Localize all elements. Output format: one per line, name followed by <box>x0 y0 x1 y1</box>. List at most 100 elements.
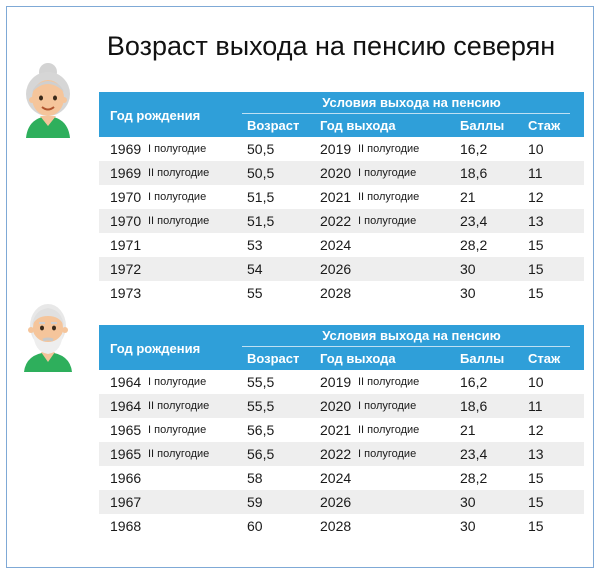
cell-age: 60 <box>247 518 263 534</box>
cell-year: 1971 <box>110 237 142 253</box>
table-row: 1970 II полугодие 51,5 2022 I полугодие 23,4 1… <box>99 209 584 233</box>
cell-exit-half: II полугодие <box>358 424 420 436</box>
men-retirement-table: Год рождения Условия выхода на пенсию Во… <box>99 325 584 538</box>
cell-stazh: 12 <box>528 422 544 438</box>
cell-half: I полугодие <box>148 376 207 388</box>
table-row: 1965 II полугодие 56,5 2022 I полугодие 23,4 1… <box>99 442 584 466</box>
cell-age: 50,5 <box>247 141 275 157</box>
cell-exit-year: 2024 <box>320 470 352 486</box>
cell-year: 1972 <box>110 261 142 277</box>
cell-half: I полугодие <box>148 191 207 203</box>
cell-exit-half: II полугодие <box>358 143 420 155</box>
table-row: 1965 I полугодие 56,5 2021 II полугодие 21 12 <box>99 418 584 442</box>
cell-exit-year: 2021 <box>320 422 352 438</box>
header-divider <box>242 113 570 114</box>
cell-exit-year: 2020 <box>320 165 352 181</box>
cell-age: 59 <box>247 494 263 510</box>
header-birth-year: Год рождения <box>110 108 201 123</box>
cell-stazh: 11 <box>528 165 543 181</box>
cell-exit-half: I полугодие <box>358 448 417 460</box>
cell-exit-half: I полугодие <box>358 400 417 412</box>
cell-stazh: 15 <box>528 470 544 486</box>
table-header: Год рождения Условия выхода на пенсию Во… <box>99 325 584 370</box>
header-conditions: Условия выхода на пенсию <box>322 95 501 110</box>
table-row: 1968 60 2028 30 15 <box>99 514 584 538</box>
cell-exit-year: 2024 <box>320 237 352 253</box>
cell-exit-year: 2019 <box>320 374 352 390</box>
cell-points: 23,4 <box>460 213 488 229</box>
cell-exit-year: 2020 <box>320 398 352 414</box>
cell-age: 53 <box>247 237 263 253</box>
cell-age: 56,5 <box>247 422 275 438</box>
cell-stazh: 10 <box>528 374 544 390</box>
cell-exit-year: 2021 <box>320 189 352 205</box>
header-points: Баллы <box>460 351 505 366</box>
cell-year: 1969 <box>110 165 142 181</box>
cell-age: 56,5 <box>247 446 275 462</box>
cell-stazh: 12 <box>528 189 544 205</box>
table-body: 1964 I полугодие 55,5 2019 II полугодие 16,2 1… <box>99 370 584 538</box>
header-exit-year: Год выхода <box>320 118 396 133</box>
header-exit-year: Год выхода <box>320 351 396 366</box>
cell-year: 1967 <box>110 494 142 510</box>
cell-age: 55 <box>247 285 263 301</box>
cell-exit-half: I полугодие <box>358 215 417 227</box>
cell-age: 51,5 <box>247 213 275 229</box>
table-row: 1971 53 2024 28,2 15 <box>99 233 584 257</box>
cell-year: 1973 <box>110 285 142 301</box>
cell-exit-half: II полугодие <box>358 191 420 203</box>
cell-exit-year: 2026 <box>320 494 352 510</box>
cell-age: 50,5 <box>247 165 275 181</box>
cell-year: 1970 <box>110 213 142 229</box>
cell-year: 1966 <box>110 470 142 486</box>
cell-stazh: 15 <box>528 261 544 277</box>
header-stazh: Стаж <box>528 351 561 366</box>
cell-exit-year: 2028 <box>320 518 352 534</box>
cell-year: 1965 <box>110 446 142 462</box>
cell-exit-year: 2028 <box>320 285 352 301</box>
cell-exit-year: 2026 <box>320 261 352 277</box>
cell-age: 54 <box>247 261 263 277</box>
cell-stazh: 10 <box>528 141 544 157</box>
cell-exit-half: II полугодие <box>358 376 420 388</box>
cell-stazh: 13 <box>528 213 544 229</box>
cell-half: II полугодие <box>148 215 210 227</box>
cell-exit-year: 2022 <box>320 446 352 462</box>
header-divider <box>242 346 570 347</box>
table-header: Год рождения Условия выхода на пенсию Во… <box>99 92 584 137</box>
cell-stazh: 15 <box>528 285 544 301</box>
cell-year: 1970 <box>110 189 142 205</box>
cell-year: 1969 <box>110 141 142 157</box>
cell-stazh: 11 <box>528 398 543 414</box>
cell-exit-year: 2022 <box>320 213 352 229</box>
cell-points: 28,2 <box>460 470 488 486</box>
cell-stazh: 15 <box>528 494 544 510</box>
cell-half: II полугодие <box>148 167 210 179</box>
header-age: Возраст <box>247 118 300 133</box>
table-body: 1969 I полугодие 50,5 2019 II полугодие 16,2 1… <box>99 137 584 305</box>
header-birth-year: Год рождения <box>110 341 201 356</box>
cell-stazh: 15 <box>528 237 544 253</box>
cell-points: 23,4 <box>460 446 488 462</box>
cell-half: II полугодие <box>148 448 210 460</box>
cell-exit-half: I полугодие <box>358 167 417 179</box>
table-row: 1964 II полугодие 55,5 2020 I полугодие 18,6 1… <box>99 394 584 418</box>
cell-points: 30 <box>460 494 476 510</box>
cell-year: 1965 <box>110 422 142 438</box>
cell-year: 1964 <box>110 398 142 414</box>
cell-age: 58 <box>247 470 263 486</box>
cell-points: 30 <box>460 261 476 277</box>
cell-half: II полугодие <box>148 400 210 412</box>
woman-avatar-icon <box>20 62 76 138</box>
table-row: 1966 58 2024 28,2 15 <box>99 466 584 490</box>
header-conditions: Условия выхода на пенсию <box>322 328 501 343</box>
table-row: 1972 54 2026 30 15 <box>99 257 584 281</box>
man-avatar-icon <box>22 296 74 372</box>
table-row: 1967 59 2026 30 15 <box>99 490 584 514</box>
cell-age: 55,5 <box>247 374 275 390</box>
cell-half: I полугодие <box>148 424 207 436</box>
page-title: Возраст выхода на пенсию северян <box>106 31 556 61</box>
cell-stazh: 15 <box>528 518 544 534</box>
cell-points: 21 <box>460 189 476 205</box>
women-retirement-table: Год рождения Условия выхода на пенсию Во… <box>99 92 584 305</box>
